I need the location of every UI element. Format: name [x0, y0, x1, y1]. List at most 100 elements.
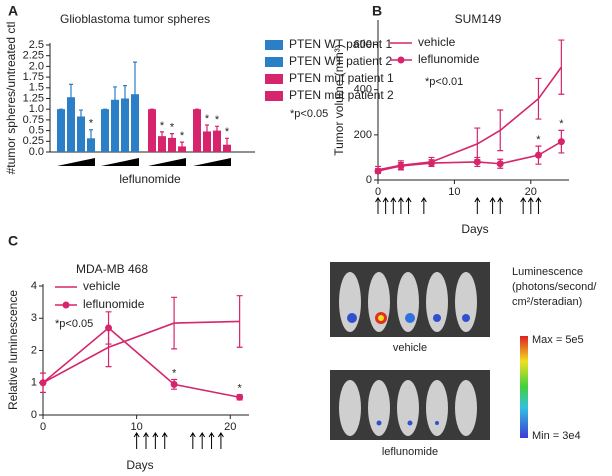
legend-swatch — [265, 40, 283, 50]
legend-swatch — [265, 91, 283, 101]
legend-label: PTEN WT patient 2 — [289, 54, 392, 68]
chart-title: Glioblastoma tumor spheres — [60, 12, 210, 26]
marker — [374, 167, 382, 175]
error-bar — [160, 131, 164, 141]
y-tick-label: 0 — [366, 174, 372, 186]
line — [42, 320, 240, 384]
x-tick-label: 10 — [131, 421, 143, 433]
panel-label: C — [8, 233, 18, 249]
error-bar — [170, 132, 174, 143]
y-tick-label: 600 — [354, 38, 372, 50]
sig-marker: * — [172, 367, 177, 379]
dose-wedge — [148, 158, 186, 166]
y-tick-label: 400 — [354, 84, 372, 96]
sig-marker: * — [536, 134, 541, 146]
marker — [557, 138, 565, 146]
dosing-arrow — [161, 432, 168, 449]
error-bar — [113, 86, 117, 113]
scale-min: Min = 3e4 — [532, 430, 581, 442]
dose-wedge — [101, 158, 139, 166]
error-bar — [205, 124, 209, 138]
sig-marker: * — [205, 113, 210, 125]
dosing-arrow — [217, 432, 224, 449]
dosing-arrow — [535, 197, 542, 214]
marker — [534, 151, 542, 159]
legend-label: leflunomide — [418, 52, 480, 66]
y-tick-label: 0 — [31, 409, 37, 421]
dosing-arrow — [382, 197, 389, 214]
y-tick-label: 200 — [354, 129, 372, 141]
bar — [148, 109, 156, 152]
dosing-arrow — [390, 197, 397, 214]
y-axis-label: Relative luminescence — [6, 290, 20, 410]
sig-marker: * — [225, 126, 230, 138]
y-tick-label: 1.5 — [29, 82, 44, 94]
legend-swatch — [265, 74, 283, 84]
marker — [170, 380, 178, 388]
legend-label: leflunomide — [83, 297, 145, 311]
scale-title: (photons/second/ — [512, 281, 597, 293]
legend-label: PTEN mut patient 1 — [289, 71, 394, 85]
bar — [67, 97, 75, 152]
error-bar — [225, 137, 229, 152]
marker — [39, 379, 47, 387]
bar — [57, 109, 65, 152]
sig-marker: * — [559, 118, 564, 130]
error-bar — [133, 61, 137, 127]
error-bar — [79, 109, 83, 123]
x-axis-label: leflunomide — [119, 172, 181, 186]
legend-swatch — [265, 57, 283, 67]
error-bar — [535, 77, 542, 120]
dosing-arrow — [199, 432, 206, 449]
y-axis-label: #tumor spheres/untreated ctl — [4, 22, 18, 175]
y-tick-label: 1.0 — [29, 103, 44, 115]
y-tick-label: 0.75 — [23, 114, 44, 126]
bar — [168, 137, 176, 152]
dosing-arrow — [527, 197, 534, 214]
sig-marker: * — [215, 114, 220, 126]
image-label: vehicle — [393, 342, 427, 354]
annotation: *p<0.05 — [290, 108, 328, 120]
y-tick-label: 3 — [31, 312, 37, 324]
dosing-arrow — [520, 197, 527, 214]
legend-label: PTEN mut patient 2 — [289, 88, 394, 102]
sig-marker: * — [180, 130, 185, 142]
line — [377, 66, 563, 171]
marker — [105, 324, 113, 332]
y-tick-label: 0.5 — [29, 125, 44, 137]
scale-max: Max = 5e5 — [532, 334, 584, 346]
bar — [111, 99, 119, 152]
error-bar — [215, 125, 219, 135]
error-bar — [69, 83, 73, 111]
dosing-arrow — [489, 197, 496, 214]
x-tick-label: 10 — [448, 186, 460, 198]
y-tick-label: 2.5 — [29, 39, 44, 51]
bar — [158, 136, 166, 152]
annotation: *p<0.01 — [425, 76, 463, 88]
chart-title: SUM149 — [455, 12, 502, 26]
dosing-arrow — [152, 432, 159, 449]
panel-label: B — [372, 3, 382, 19]
bar — [213, 130, 221, 152]
panel-label: A — [8, 3, 18, 19]
chart-title: MDA-MB 468 — [76, 262, 148, 276]
x-axis-label: Days — [126, 458, 153, 472]
x-tick-label: 20 — [224, 421, 236, 433]
bar — [101, 109, 109, 152]
x-tick-label: 0 — [40, 421, 46, 433]
legend-label: vehicle — [83, 279, 121, 293]
legend-label: vehicle — [418, 35, 456, 49]
error-bar — [171, 296, 178, 350]
sig-marker: * — [160, 120, 165, 132]
dosing-arrow — [497, 197, 504, 214]
scale-title: Luminescence — [512, 266, 583, 278]
marker — [473, 158, 481, 166]
bar — [203, 131, 211, 152]
y-tick-label: 2.25 — [23, 50, 44, 62]
y-tick-label: 2.0 — [29, 60, 44, 72]
dosing-arrow — [133, 432, 140, 449]
image-label: leflunomide — [382, 446, 438, 458]
sig-marker: * — [237, 383, 242, 395]
error-bar — [180, 141, 184, 151]
